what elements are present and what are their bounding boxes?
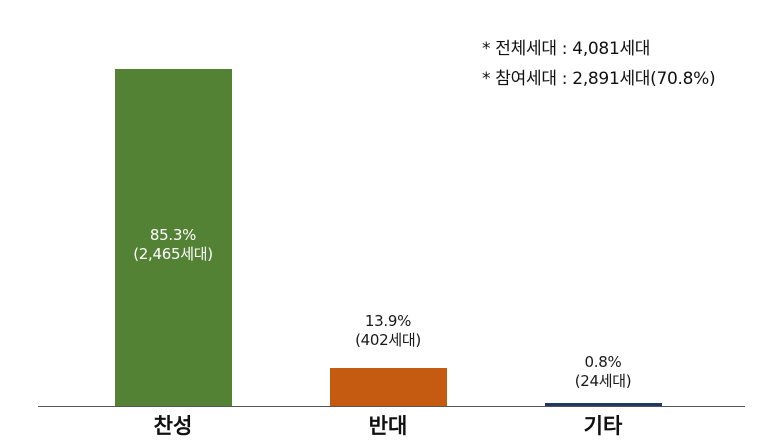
bar-other [545,403,662,406]
category-label-other: 기타 [583,414,623,438]
bar-oppose-count-label: (402세대) [355,331,421,349]
category-label-approve: 찬성 [153,414,193,438]
bar-other-pct-label: 0.8% [584,353,622,371]
bar-approve [115,69,232,406]
bar-approve-pct-label: 85.3% [149,226,197,244]
bar-approve-count-label: (2,465세대) [133,245,213,263]
category-label-oppose: 반대 [368,414,408,438]
note-participating-households: * 참여세대 : 2,891세대(70.8%) [482,69,716,89]
bar-oppose-pct-label: 13.9% [364,312,412,330]
note-total-households: * 전체세대 : 4,081세대 [482,39,651,59]
x-axis-line [38,406,745,407]
bar-other-count-label: (24세대) [574,372,632,390]
bar-oppose [330,368,447,406]
